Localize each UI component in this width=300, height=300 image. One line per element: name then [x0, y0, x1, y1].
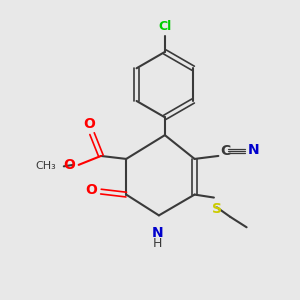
Text: O: O — [84, 117, 96, 131]
Text: O: O — [63, 158, 75, 172]
Text: C: C — [220, 145, 230, 158]
Text: N: N — [248, 143, 260, 157]
Text: CH₃: CH₃ — [36, 161, 56, 171]
Text: N: N — [152, 226, 163, 240]
Text: S: S — [212, 202, 222, 216]
Text: O: O — [85, 183, 98, 197]
Text: H: H — [153, 237, 162, 250]
Text: Cl: Cl — [158, 20, 172, 33]
